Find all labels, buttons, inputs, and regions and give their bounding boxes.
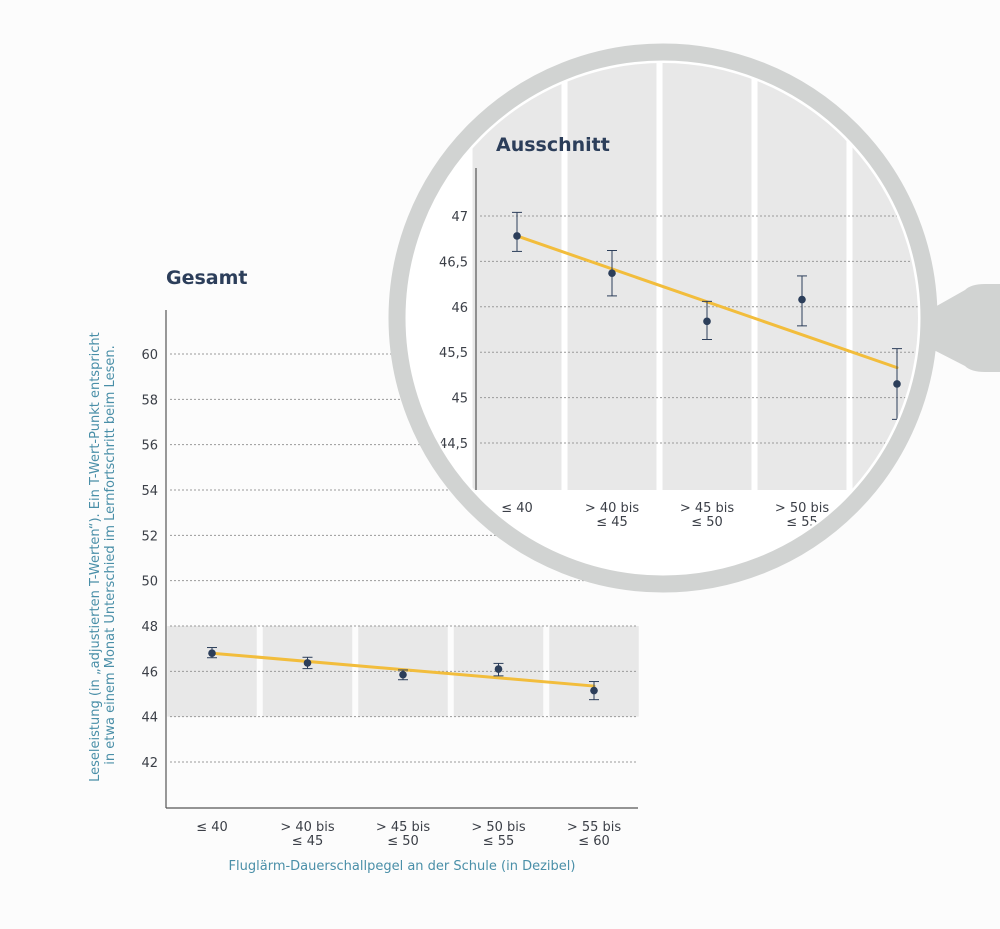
data-point xyxy=(703,317,711,326)
y-tick-label: 56 xyxy=(141,439,158,454)
data-point xyxy=(494,665,503,673)
y-tick-label: 46,5 xyxy=(439,255,468,270)
x-tick-label: > 40 bis ≤ 45 xyxy=(585,501,640,530)
data-point xyxy=(513,232,521,240)
x-tick-label: ≤ 40 xyxy=(196,820,228,835)
y-tick-label: 46 xyxy=(451,301,468,316)
category-band-0 xyxy=(472,63,562,490)
magnifier-handle xyxy=(926,284,1000,372)
x-tick-label: ≤ 40 xyxy=(501,501,533,516)
data-point-group xyxy=(589,681,599,701)
gesamt-x-axis-title: Fluglärm-Dauerschallpegel an der Schule … xyxy=(229,859,576,874)
data-point xyxy=(608,269,616,278)
data-point-group xyxy=(207,647,217,659)
y-tick-label: 58 xyxy=(141,393,158,408)
data-point-group xyxy=(607,250,617,297)
y-tick-label: 47 xyxy=(451,210,468,225)
gesamt-title: Gesamt xyxy=(166,267,248,289)
x-tick-label: > 50 bis ≤ 55 xyxy=(471,820,526,849)
y-tick-label: 44 xyxy=(141,711,158,726)
data-point-group xyxy=(302,656,313,670)
data-point-group xyxy=(702,300,712,340)
magnifier-ring xyxy=(388,43,938,593)
gesamt-y-axis-title: Leseleistung (in „adjustierten T-Werten“… xyxy=(88,328,118,782)
gesamt-x-ticks: ≤ 40 > 40 bis ≤ 45 > 45 bis ≤ 50 > 50 bis ≤ 55… xyxy=(196,820,621,849)
y-tick-label: 50 xyxy=(141,575,158,590)
data-point xyxy=(590,686,598,695)
gesamt-y-axis-title-line2: in etwa einem Monat Unterschied im Lernf… xyxy=(103,345,118,764)
y-tick-label: 52 xyxy=(141,529,158,544)
gesamt-chart: Gesamt 42 44 46 48 50 52 54 56 58 60 ≤ 40 > 40 bis… xyxy=(88,267,639,874)
data-point xyxy=(208,649,216,657)
gesamt-y-axis-title-line1: Leseleistung (in „adjustierten T-Werten“… xyxy=(88,332,103,782)
y-tick-label: 42 xyxy=(141,756,158,771)
data-point xyxy=(893,380,901,388)
y-tick-label: 44,5 xyxy=(439,437,468,452)
data-point-group xyxy=(512,211,522,252)
data-point xyxy=(798,295,806,304)
gesamt-y-ticks: 42 44 46 48 50 52 54 56 58 60 xyxy=(141,348,158,771)
ausschnitt-chart: 44,5 45 45,5 46 46,5 47 ≤ 40 > 40 bis ≤ 45 > 45 … xyxy=(439,63,918,530)
ausschnitt-x-ticks: ≤ 40 > 40 bis ≤ 45 > 45 bis ≤ 50 > 50 bis ≤ 55 xyxy=(501,501,830,530)
y-tick-label: 46 xyxy=(141,665,158,680)
x-tick-label: > 40 bis ≤ 45 xyxy=(280,820,335,849)
data-point-group xyxy=(797,275,807,327)
x-tick-label: > 45 bis ≤ 50 xyxy=(680,501,735,530)
data-point xyxy=(399,670,407,679)
category-band-2 xyxy=(662,63,752,490)
ausschnitt-y-ticks: 44,5 45 45,5 46 46,5 47 xyxy=(439,210,468,452)
y-tick-label: 54 xyxy=(141,484,158,499)
ausschnitt-grid xyxy=(480,215,918,444)
ausschnitt-bands xyxy=(472,63,918,490)
y-tick-label: 48 xyxy=(141,620,158,635)
gesamt-points xyxy=(207,647,599,701)
ausschnitt-points xyxy=(512,211,902,420)
data-point-group xyxy=(892,348,902,420)
data-point-group xyxy=(398,669,408,681)
x-tick-label: > 45 bis ≤ 50 xyxy=(376,820,431,849)
y-tick-label: 45 xyxy=(451,392,468,407)
ausschnitt-title: Ausschnitt xyxy=(496,134,610,156)
data-point-group xyxy=(493,662,504,677)
data-point xyxy=(303,659,312,667)
y-tick-label: 45,5 xyxy=(439,346,468,361)
y-tick-label: 60 xyxy=(141,348,158,363)
x-tick-label: > 50 bis ≤ 55 xyxy=(775,501,830,530)
x-tick-label: > 55 bis ≤ 60 xyxy=(567,820,622,849)
